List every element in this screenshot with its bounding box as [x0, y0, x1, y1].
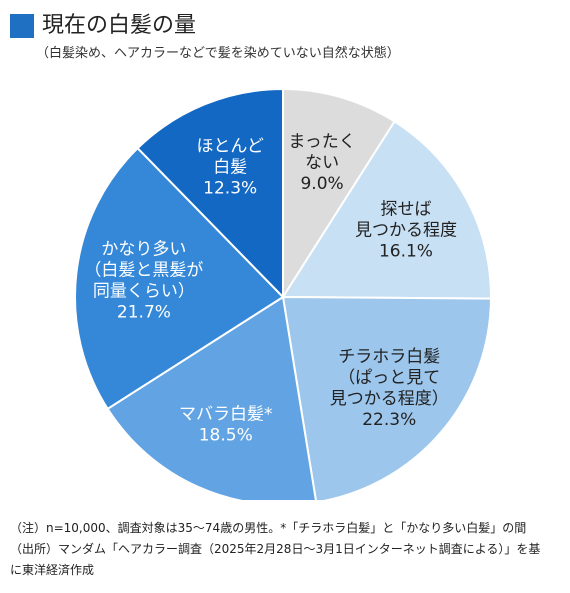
pie-slice-label-line: チラホラ白髪: [338, 347, 440, 367]
pie-slice-label-line: 探せば: [380, 199, 431, 219]
pie-slice-label-line: かなり多い: [101, 240, 186, 260]
pie-slice-label-5: ほとんど白髪 12.3%: [196, 137, 264, 199]
pie-slice-label-line: ない: [305, 153, 339, 173]
pie-slice-label-line: （白髪と黒髪が: [84, 261, 203, 281]
pie-slice-value-2: 22.3%: [362, 410, 416, 430]
pie-slice-0: [282, 87, 396, 301]
source-line-1: （出所）マンダム「ヘアカラー調査（2025年2月28日〜3月1日インターネット調…: [10, 542, 541, 556]
note-line-1: （注）n=10,000、調査対象は35〜74歳の男性。*「チラホラ白髪」と「かな…: [10, 521, 527, 535]
pie-slice-label-line: （ぱっと見て: [338, 368, 440, 388]
pie-slice-label-line: 同量くらい）: [93, 282, 195, 302]
pie-slice-label-4: かなり多い（白髪と黒髪が同量くらい） 21.7%: [84, 240, 203, 323]
pie-slice-value-0: 9.0%: [300, 174, 343, 194]
pie-slice-1: [281, 120, 492, 300]
pie-slice-value-4: 21.7%: [117, 303, 171, 323]
chart-header: 現在の白髪の量 （白髪染め、ヘアカラーなどで髪を染めていない自然な状態）: [10, 12, 560, 64]
pie-chart-area: まったくない 9.0% 探せば見つかる程度 16.1% チラホラ白髪（ぱっと見て見つかる…: [0, 80, 570, 506]
pie-slice-label-line: 見つかる程度）: [330, 389, 449, 409]
pie-slice-label-3: マバラ白髪* 18.5%: [179, 405, 273, 446]
pie-slice-label-line: マバラ白髪*: [179, 405, 273, 425]
source-line-2: に東洋経済作成: [10, 563, 95, 577]
chart-subtitle: （白髪染め、ヘアカラーなどで髪を染めていない自然な状態）: [36, 46, 400, 61]
pie-slice-value-3: 18.5%: [199, 426, 253, 446]
pie-slice-label-line: ほとんど: [196, 137, 264, 157]
pie-slice-2: [281, 295, 493, 504]
chart-title: 現在の白髪の量: [42, 13, 197, 38]
pie-slice-label-0: まったくない 9.0%: [288, 132, 355, 194]
pie-slice-label-line: 白髪: [213, 158, 247, 178]
title-marker: [10, 14, 34, 38]
pie-slice-label-line: まったく: [288, 132, 355, 152]
pie-slice-5: [136, 87, 284, 300]
pie-slice-label-2: チラホラ白髪（ぱっと見て見つかる程度） 22.3%: [330, 347, 449, 430]
pie-slice-value-5: 12.3%: [203, 179, 257, 199]
pie-slice-label-line: 見つかる程度: [355, 220, 457, 240]
pie-slice-value-1: 16.1%: [379, 241, 433, 261]
title-row: 現在の白髪の量: [10, 12, 560, 40]
pie-chart: まったくない 9.0%探せば見つかる程度 16.1%チラホラ白髪（ぱっと見て見つかる…: [74, 87, 493, 506]
notes: （注）n=10,000、調査対象は35〜74歳の男性。*「チラホラ白髪」と「かな…: [10, 518, 562, 581]
pie-slice-4: [74, 146, 285, 411]
pie-slice-label-1: 探せば見つかる程度 16.1%: [355, 199, 457, 261]
